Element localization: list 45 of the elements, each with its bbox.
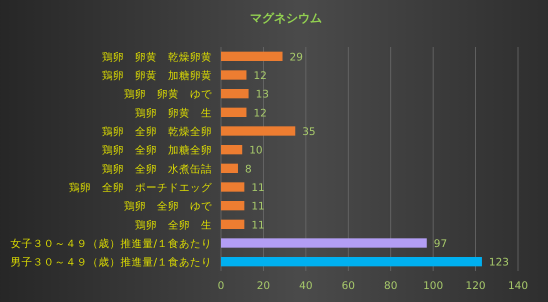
y-tick-label: 鶏卵 全卵 乾燥全卵 xyxy=(102,125,212,138)
bar xyxy=(221,257,482,266)
x-tick-label: 60 xyxy=(342,280,355,292)
bar xyxy=(221,220,244,229)
data-label: 11 xyxy=(251,200,265,213)
x-tick-label: 140 xyxy=(508,280,528,292)
data-label: 123 xyxy=(488,256,509,269)
bar xyxy=(221,201,244,210)
bar xyxy=(221,126,296,136)
y-tick-label: 女子３０～４９（歳）推進量/１食あたり xyxy=(10,237,212,250)
data-label: 13 xyxy=(256,88,269,101)
data-label: 11 xyxy=(251,219,265,232)
y-tick-label: 鶏卵 全卵 ゆで xyxy=(124,200,213,213)
data-label: 29 xyxy=(290,51,303,64)
bar xyxy=(221,89,249,98)
data-label: 97 xyxy=(434,238,448,250)
x-tick-label: 80 xyxy=(384,280,398,292)
data-label: 11 xyxy=(251,182,265,194)
y-tick-label: 鶏卵 全卵 生 xyxy=(135,218,212,232)
y-tick-label: 鶏卵 卵黄 ゆで xyxy=(124,88,213,101)
data-label: 35 xyxy=(302,126,316,138)
chart-title: マグネシウム xyxy=(250,11,322,25)
y-tick-label: 鶏卵 卵黄 加糖卵黄 xyxy=(102,69,212,82)
bar xyxy=(221,70,246,80)
bar xyxy=(221,182,244,192)
bar xyxy=(221,164,238,173)
bar xyxy=(221,145,242,154)
bar xyxy=(221,108,246,117)
x-tick-label: 100 xyxy=(423,280,444,292)
data-label: 12 xyxy=(253,70,267,82)
y-tick-label: 鶏卵 全卵 水煮缶詰 xyxy=(102,162,212,176)
x-tick-label: 0 xyxy=(218,280,224,292)
y-tick-label: 鶏卵 卵黄 生 xyxy=(135,106,212,120)
data-label: 8 xyxy=(244,163,252,176)
bar xyxy=(221,52,283,61)
x-tick-label: 20 xyxy=(256,280,270,292)
y-tick-label: 男子３０～４９（歳）推進量/１食あたり xyxy=(10,256,212,269)
y-tick-label: 鶏卵 全卵 ポーチドエッグ xyxy=(69,181,213,194)
data-label: 10 xyxy=(249,144,263,157)
bar xyxy=(221,238,427,248)
y-tick-label: 鶏卵 卵黄 乾燥卵黄 xyxy=(102,50,212,64)
x-tick-label: 40 xyxy=(299,280,313,292)
y-tick-label: 鶏卵 全卵 加糖全卵 xyxy=(102,144,212,157)
x-tick-label: 120 xyxy=(466,280,486,292)
data-label: 12 xyxy=(253,107,267,120)
